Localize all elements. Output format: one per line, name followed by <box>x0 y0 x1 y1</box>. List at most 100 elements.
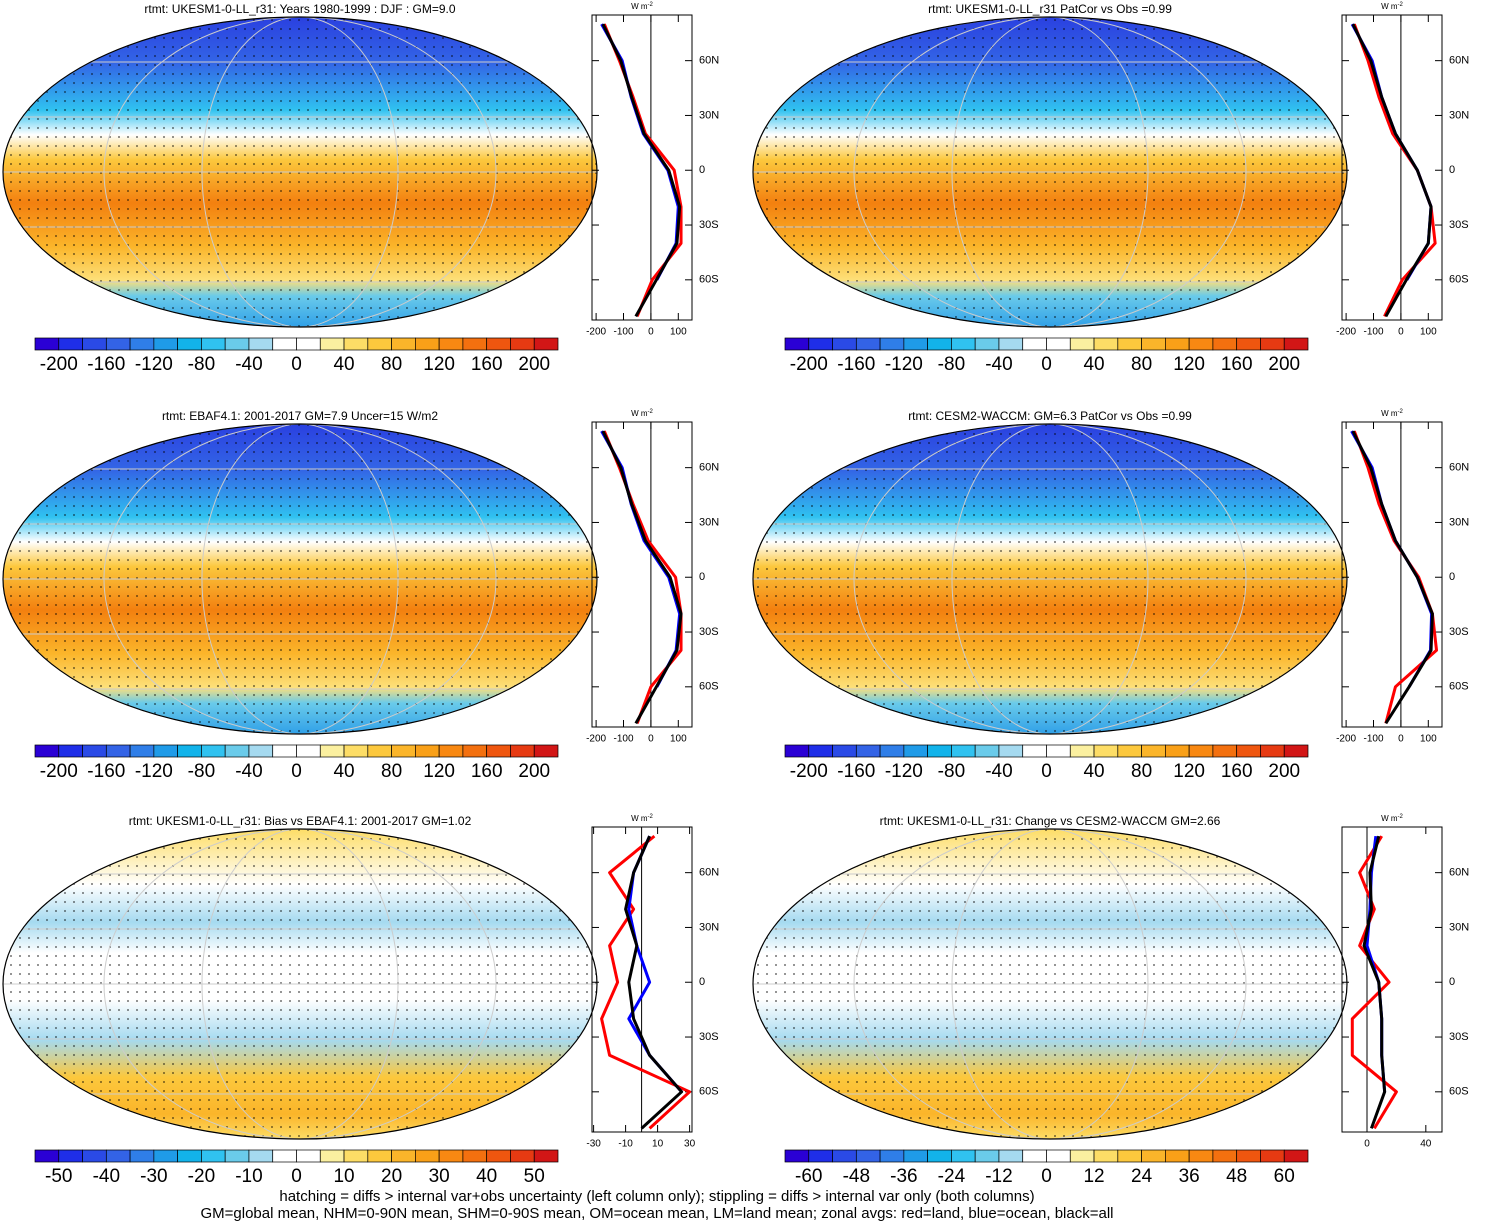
colorbar-label: 10 <box>333 1166 354 1187</box>
colorbar-swatch <box>1141 1149 1166 1163</box>
colorbar-swatch <box>1046 337 1071 351</box>
colorbar-swatch <box>343 744 369 758</box>
x-axis-label-unit: W m <box>1381 409 1398 418</box>
colorbar-label: -12 <box>985 1166 1012 1187</box>
colorbar-label: 200 <box>1268 354 1300 375</box>
colorbar-swatch <box>272 1149 297 1163</box>
map-border <box>2 828 598 1140</box>
footnote: hatching = diffs > internal var+obs unce… <box>279 1188 1034 1205</box>
zonal-line <box>1352 430 1439 724</box>
y-tick-label: 60N <box>1449 462 1469 474</box>
zonal-line <box>1352 23 1437 318</box>
colorbar-label: -80 <box>938 761 965 782</box>
colorbar-swatch <box>1188 1149 1214 1163</box>
colorbar-swatch <box>1283 337 1309 351</box>
y-tick-label: 30S <box>1449 219 1469 231</box>
colorbar-label: -20 <box>188 1166 215 1187</box>
colorbar-swatch <box>1046 1149 1071 1163</box>
colorbar-label: 0 <box>291 354 302 375</box>
colorbar-label: 120 <box>1173 354 1205 375</box>
y-tick-label: 0 <box>1449 976 1455 988</box>
colorbar-swatch <box>82 744 107 758</box>
colorbar-label: 40 <box>1083 354 1104 375</box>
colorbar-swatch <box>129 1149 155 1163</box>
y-tick-label: 0 <box>699 571 705 583</box>
y-tick-label: 0 <box>1449 571 1455 583</box>
colorbar-swatch <box>153 744 178 758</box>
colorbar-swatch <box>486 1149 511 1163</box>
colorbar-label: -200 <box>40 354 78 375</box>
colorbar-swatch <box>462 337 488 351</box>
colorbar-label: -200 <box>790 761 828 782</box>
colorbar-label: -50 <box>45 1166 72 1187</box>
x-tick-label: 10 <box>652 1139 664 1150</box>
colorbar-swatch <box>367 744 392 758</box>
colorbar-swatch <box>1141 337 1166 351</box>
x-tick-label: 0 <box>1398 734 1404 745</box>
x-axis-label-exponent: -2 <box>1398 814 1404 820</box>
colorbar-swatch <box>296 744 321 758</box>
colorbar-swatch <box>1212 337 1238 351</box>
y-tick-label: 60S <box>699 1086 719 1098</box>
colorbar-swatch <box>832 337 857 351</box>
profile-frame <box>1341 826 1443 1133</box>
y-tick-label: 30S <box>699 1031 719 1043</box>
panel-title: rtmt: CESM2-WACCM: GM=6.3 PatCor vs Obs … <box>908 409 1192 423</box>
colorbar-swatch <box>1212 1149 1238 1163</box>
x-tick-label: -200 <box>586 734 606 745</box>
colorbar-swatch <box>462 744 488 758</box>
colorbar-label: 30 <box>429 1166 450 1187</box>
x-tick-label: -100 <box>613 734 633 745</box>
zonal-line <box>624 835 684 1130</box>
panel-title: rtmt: UKESM1-0-LL_r31: Years 1980-1999 :… <box>144 2 455 16</box>
colorbar-swatch <box>974 337 1000 351</box>
colorbar-swatch <box>1236 744 1261 758</box>
colorbar-swatch <box>784 1149 810 1163</box>
x-axis-label-unit: W m <box>1381 2 1398 11</box>
colorbar-swatch <box>105 337 131 351</box>
x-tick-label: -100 <box>613 327 633 338</box>
colorbar-swatch <box>1165 337 1190 351</box>
colorbar-swatch <box>248 744 274 758</box>
colorbar-label: 12 <box>1083 1166 1104 1187</box>
colorbar-label: 40 <box>476 1166 497 1187</box>
colorbar-swatch <box>832 744 857 758</box>
x-axis-label-exponent: -2 <box>648 814 654 820</box>
colorbar-swatch <box>855 337 881 351</box>
colorbar-swatch <box>438 744 464 758</box>
colorbar-swatch <box>879 337 905 351</box>
colorbar-swatch <box>1165 744 1190 758</box>
y-tick-label: 60N <box>699 867 719 879</box>
profile-frame <box>591 14 693 321</box>
colorbar-swatch <box>1188 337 1214 351</box>
colorbar-label: 20 <box>381 1166 402 1187</box>
colorbar-label: 0 <box>1041 761 1052 782</box>
colorbar-swatch <box>510 337 535 351</box>
y-tick-label: 60N <box>699 462 719 474</box>
x-tick-label: -30 <box>586 1139 601 1150</box>
colorbar-label: -40 <box>235 761 262 782</box>
colorbar-swatch <box>58 744 83 758</box>
y-tick-label: 60S <box>699 274 719 286</box>
colorbar-swatch <box>105 744 131 758</box>
colorbar-swatch <box>1022 337 1047 351</box>
colorbar-swatch <box>879 744 905 758</box>
x-tick-label: -100 <box>1363 327 1383 338</box>
colorbar-swatch <box>129 337 155 351</box>
y-tick-label: 60N <box>699 55 719 67</box>
colorbar-swatch <box>1069 1149 1095 1163</box>
colorbar-swatch <box>391 744 416 758</box>
zonal-line <box>627 835 683 1093</box>
x-axis-label-exponent: -2 <box>648 2 654 8</box>
footnote: GM=global mean, NHM=0-90N mean, SHM=0-90… <box>200 1205 1113 1221</box>
colorbar-label: 60 <box>1274 1166 1295 1187</box>
colorbar-swatch <box>319 744 345 758</box>
colorbar-swatch <box>224 744 250 758</box>
x-axis-label: W m-2 <box>631 814 653 824</box>
profile-frame <box>1341 421 1443 728</box>
colorbar-swatch <box>808 337 833 351</box>
colorbar-label: 120 <box>1173 761 1205 782</box>
y-tick-label: 30S <box>699 219 719 231</box>
x-tick-label: 0 <box>648 734 654 745</box>
colorbar-label: -40 <box>985 354 1012 375</box>
